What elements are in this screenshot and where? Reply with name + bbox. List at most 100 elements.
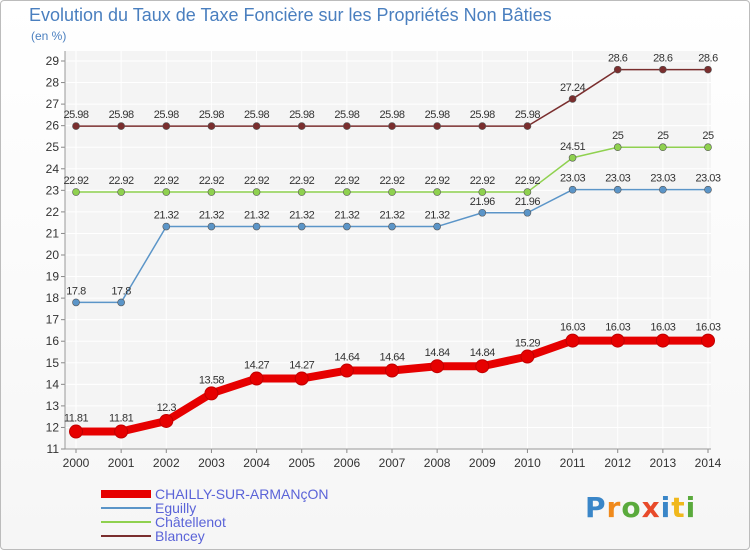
data-point-blancey xyxy=(297,122,306,130)
data-label-blancey: 28.6 xyxy=(608,53,628,65)
data-point-ch-tellenot xyxy=(659,143,667,152)
data-label-blancey: 25.98 xyxy=(334,109,359,121)
data-label-ch-tellenot: 22.92 xyxy=(154,175,179,187)
legend-label: CHAILLY-SUR-ARMANçON xyxy=(155,486,329,502)
y-tick-label: 24 xyxy=(46,162,60,176)
data-point-ch-tellenot xyxy=(117,188,125,196)
data-point-eguilly xyxy=(613,185,622,194)
y-tick-label: 14 xyxy=(46,377,60,391)
legend-label: Eguilly xyxy=(155,500,197,516)
y-tick-label: 29 xyxy=(46,54,60,68)
data-label-blancey: 25.98 xyxy=(379,109,404,121)
data-point-chailly-sur-arman-on xyxy=(159,413,174,428)
legend-label: Châtellenot xyxy=(155,514,226,530)
data-label-ch-tellenot: 22.92 xyxy=(515,175,540,187)
data-label-chailly-sur-arman-on: 15.29 xyxy=(515,338,540,350)
y-tick-label: 13 xyxy=(46,399,60,413)
data-point-ch-tellenot xyxy=(613,143,622,152)
data-point-eguilly xyxy=(478,208,487,217)
x-tick-label: 2009 xyxy=(469,456,496,470)
y-tick-label: 21 xyxy=(46,226,60,240)
data-label-eguilly: 23.03 xyxy=(605,173,630,185)
data-point-ch-tellenot xyxy=(568,153,577,162)
y-tick-label: 20 xyxy=(46,248,60,262)
y-axis-unit: (en %) xyxy=(31,29,67,43)
data-point-eguilly xyxy=(207,222,216,231)
y-tick-label: 11 xyxy=(47,442,60,456)
data-point-blancey xyxy=(388,122,396,130)
plot-area xyxy=(65,51,711,449)
x-tick-label: 2008 xyxy=(424,456,451,470)
data-point-chailly-sur-arman-on xyxy=(294,371,309,386)
data-point-eguilly xyxy=(388,222,396,231)
data-label-blancey: 25.98 xyxy=(199,109,224,121)
data-point-blancey xyxy=(117,122,125,130)
data-label-ch-tellenot: 22.92 xyxy=(109,175,134,187)
data-label-ch-tellenot: 25 xyxy=(612,130,624,142)
data-label-blancey: 25.98 xyxy=(515,109,540,121)
data-label-chailly-sur-arman-on: 13.58 xyxy=(199,374,224,386)
y-tick-label: 19 xyxy=(46,270,60,284)
data-point-ch-tellenot xyxy=(297,188,306,196)
data-point-blancey xyxy=(613,65,622,74)
x-tick-label: 2002 xyxy=(153,456,180,470)
data-label-eguilly: 23.03 xyxy=(650,173,675,185)
data-point-blancey xyxy=(659,65,667,74)
y-tick-label: 28 xyxy=(46,76,60,90)
x-tick-label: 2005 xyxy=(288,456,315,470)
data-label-chailly-sur-arman-on: 16.03 xyxy=(605,322,630,334)
data-point-chailly-sur-arman-on xyxy=(385,363,399,378)
y-tick-label: 16 xyxy=(46,334,60,348)
data-label-eguilly: 23.03 xyxy=(695,173,720,185)
x-tick-label: 2001 xyxy=(108,456,135,470)
legend-label: Blancey xyxy=(155,528,205,544)
y-tick-label: 22 xyxy=(46,205,60,219)
data-label-chailly-sur-arman-on: 14.84 xyxy=(425,347,450,359)
data-label-blancey: 28.6 xyxy=(698,53,718,65)
data-point-eguilly xyxy=(433,222,441,231)
y-tick-label: 26 xyxy=(46,119,60,133)
data-label-blancey: 25.98 xyxy=(154,109,179,121)
data-point-eguilly xyxy=(162,222,171,231)
chart-title: Evolution du Taux de Taxe Foncière sur l… xyxy=(29,5,552,25)
data-point-eguilly xyxy=(343,222,351,231)
data-point-ch-tellenot xyxy=(162,188,171,196)
data-point-eguilly xyxy=(568,185,577,194)
data-point-blancey xyxy=(568,95,577,103)
data-label-eguilly: 17.8 xyxy=(111,285,131,297)
data-label-blancey: 25.98 xyxy=(244,109,269,121)
data-point-ch-tellenot xyxy=(252,188,261,196)
y-tick-label: 12 xyxy=(46,420,60,434)
data-label-eguilly: 21.96 xyxy=(470,196,495,208)
data-label-chailly-sur-arman-on: 12.3 xyxy=(157,402,177,414)
data-label-eguilly: 21.96 xyxy=(515,196,540,208)
y-tick-label: 25 xyxy=(46,140,60,154)
x-tick-label: 2011 xyxy=(560,456,586,470)
data-point-ch-tellenot xyxy=(433,188,441,196)
data-point-chailly-sur-arman-on xyxy=(204,386,219,401)
data-label-ch-tellenot: 22.92 xyxy=(379,175,404,187)
data-point-blancey xyxy=(433,122,441,130)
data-point-eguilly xyxy=(252,222,261,231)
legend-swatch xyxy=(101,490,151,498)
data-point-chailly-sur-arman-on xyxy=(339,363,354,378)
data-label-chailly-sur-arman-on: 11.81 xyxy=(64,413,89,425)
data-point-blancey xyxy=(523,122,532,130)
x-tick-label: 2007 xyxy=(379,456,406,470)
data-label-eguilly: 21.32 xyxy=(425,210,450,222)
data-label-ch-tellenot: 24.51 xyxy=(560,141,585,153)
y-tick-label: 27 xyxy=(46,97,60,111)
y-tick-label: 18 xyxy=(46,291,60,305)
data-point-blancey xyxy=(704,65,712,74)
y-tick-label: 17 xyxy=(46,313,60,327)
data-label-eguilly: 21.32 xyxy=(289,210,314,222)
data-point-chailly-sur-arman-on xyxy=(701,333,715,348)
data-label-blancey: 27.24 xyxy=(560,82,585,94)
data-label-eguilly: 21.32 xyxy=(154,210,179,222)
data-point-ch-tellenot xyxy=(207,188,216,196)
legend-swatch xyxy=(101,507,151,509)
y-tick-label: 15 xyxy=(46,356,60,370)
x-tick-label: 2014 xyxy=(695,456,722,470)
data-point-eguilly xyxy=(659,185,667,194)
